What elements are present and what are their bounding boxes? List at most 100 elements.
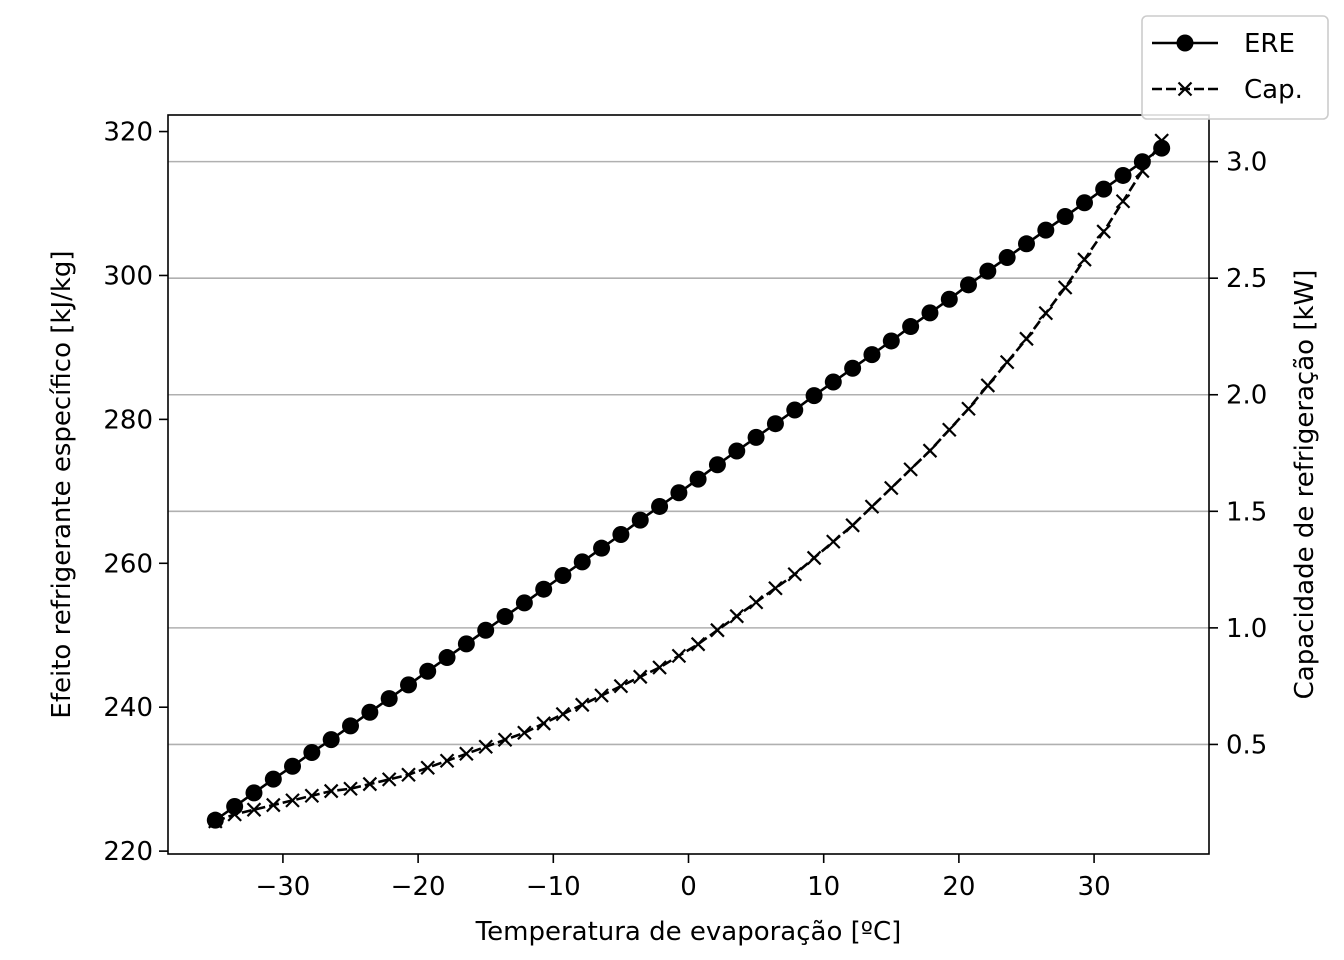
x-marker [381, 772, 397, 787]
point-marker [342, 717, 360, 735]
point-marker [1037, 221, 1055, 239]
point-marker [322, 731, 340, 749]
x-marker-stroke [613, 678, 629, 694]
x-marker [1096, 224, 1111, 239]
x-marker-stroke [826, 534, 841, 549]
x-marker [942, 422, 957, 437]
x-marker [980, 378, 996, 393]
x-marker-stroke [942, 422, 957, 437]
point-marker [226, 798, 244, 816]
x-marker [671, 648, 687, 664]
x-marker-stroke [208, 814, 223, 829]
y-tick-label: 280 [103, 405, 153, 435]
point-marker [959, 276, 977, 294]
x-marker [555, 706, 571, 722]
legend: ERE Cap. [1141, 15, 1329, 120]
point-marker [786, 401, 804, 419]
x-marker-stroke [594, 688, 609, 703]
x-marker [1115, 193, 1131, 209]
x-marker [922, 443, 938, 458]
x-marker [439, 753, 455, 769]
point-marker [400, 676, 418, 694]
x-marker-stroke [555, 706, 571, 722]
point-marker [940, 290, 958, 308]
y-tick-label: 220 [103, 837, 153, 867]
x-marker-stroke [884, 480, 899, 496]
series-cap [208, 133, 1169, 829]
series-ere [206, 139, 1171, 829]
point-marker [554, 567, 572, 585]
x-marker [1154, 133, 1169, 148]
x-marker [903, 462, 918, 477]
legend-label: Cap. [1244, 75, 1303, 105]
x-marker-stroke [729, 608, 745, 624]
x-marker-stroke [787, 566, 803, 582]
x-marker [748, 594, 764, 610]
y-axis-left: 220 240 260 280 300 320 [103, 118, 168, 867]
x-marker-stroke [1115, 193, 1131, 209]
point-marker [998, 248, 1016, 266]
y-axis-right: 0.5 1.0 1.5 2.0 2.5 3.0 [1209, 148, 1267, 760]
x-marker-stroke [961, 401, 976, 417]
x-marker-stroke [922, 443, 938, 458]
x-marker-stroke [806, 550, 822, 566]
x-marker-stroke [227, 807, 242, 822]
x-marker [864, 499, 880, 514]
x-marker [497, 732, 513, 748]
x-marker [806, 550, 822, 566]
x-marker-stroke [1057, 280, 1073, 295]
x-marker-stroke [246, 802, 262, 817]
x-marker [343, 781, 358, 797]
x-marker [304, 788, 320, 803]
x-marker-stroke [574, 697, 590, 713]
x-marker-stroke [362, 776, 378, 792]
x-marker [613, 678, 629, 694]
y-axis-title: Efeito refrigerante específico [kJ/kg] [47, 250, 77, 718]
x-marker-stroke [401, 767, 416, 783]
point-marker [631, 511, 649, 529]
x-marker-stroke [1077, 252, 1092, 267]
x-tick-label: −10 [526, 872, 581, 902]
point-marker [303, 744, 321, 762]
legend-item: Cap. [1152, 75, 1303, 105]
x-marker-stroke [304, 788, 320, 803]
x-marker [536, 716, 551, 731]
y2-tick-label: 2.0 [1226, 381, 1267, 411]
point-marker [612, 526, 630, 544]
y-tick-label: 300 [103, 261, 153, 291]
point-marker [264, 770, 282, 788]
point-marker [1017, 235, 1035, 253]
series [206, 133, 1171, 829]
point-marker [1114, 166, 1132, 184]
legend-item: ERE [1152, 29, 1295, 59]
x-marker [1057, 280, 1073, 295]
y2-tick-label: 0.5 [1226, 730, 1267, 760]
point-marker [882, 332, 900, 350]
x-marker-stroke [652, 660, 667, 675]
y-tick-label: 260 [103, 549, 153, 579]
x-marker [285, 793, 300, 808]
point-marker [708, 456, 726, 474]
point-marker [805, 387, 823, 405]
y2-tick-label: 2.5 [1226, 264, 1267, 294]
x-marker [459, 746, 474, 762]
point-marker [747, 428, 765, 446]
x-marker-stroke [1038, 305, 1054, 321]
legend-x-marker-stroke [1177, 81, 1193, 97]
point-marker [863, 346, 881, 364]
point-marker [284, 757, 302, 775]
point-marker [844, 359, 862, 377]
y2-axis-title: Capacidade de refrigeração [kW] [1290, 270, 1320, 700]
x-marker [594, 688, 609, 703]
point-marker [1075, 194, 1093, 212]
x-marker [999, 354, 1015, 370]
x-marker [1077, 252, 1092, 267]
legend-marker [1176, 34, 1194, 52]
point-marker [902, 318, 920, 336]
y-tick-label: 240 [103, 693, 153, 723]
y2-tick-label: 1.0 [1226, 614, 1267, 644]
x-marker-stroke [671, 648, 687, 664]
point-marker [380, 690, 398, 708]
point-marker [689, 470, 707, 488]
